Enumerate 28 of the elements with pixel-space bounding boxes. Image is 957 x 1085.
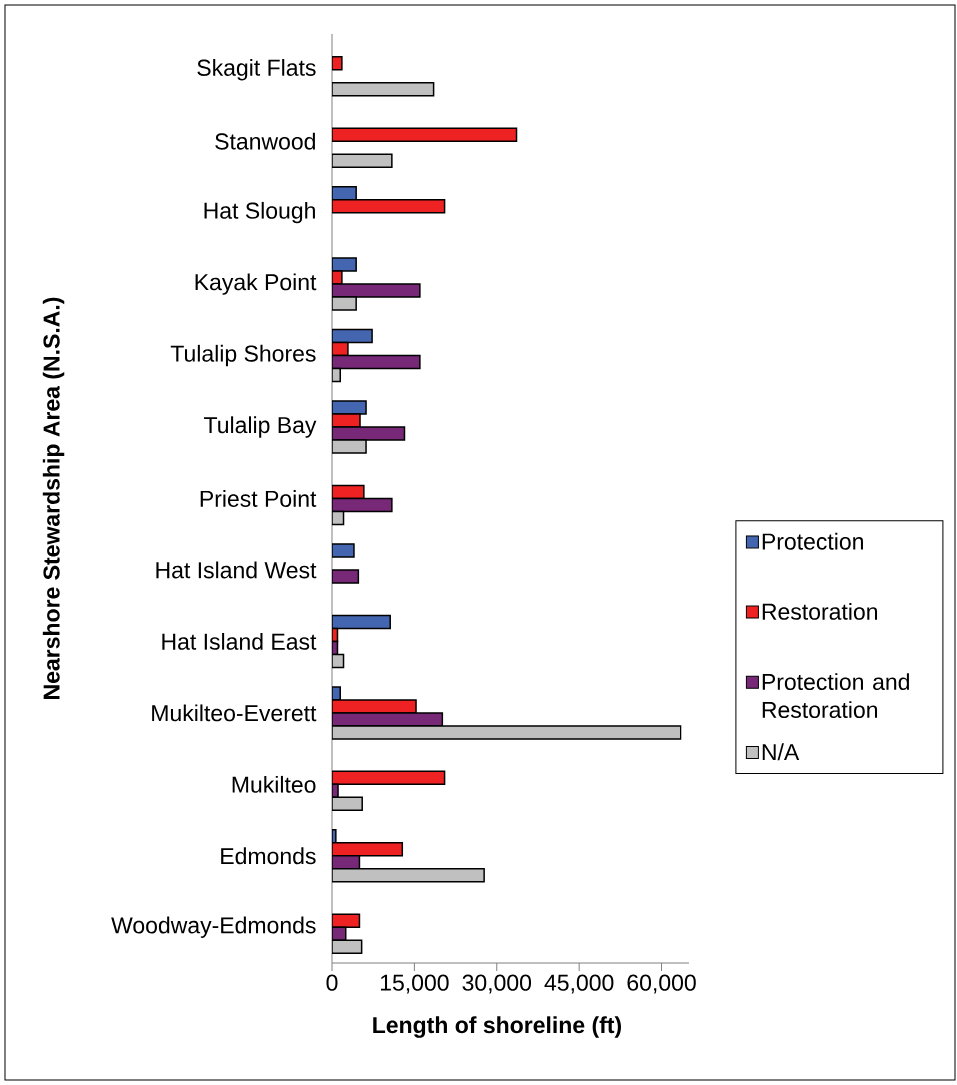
y-tick-label: Skagit Flats (197, 59, 316, 81)
x-axis-title: Length of shoreline (ft) (373, 1016, 621, 1038)
x-tick-label: 60,000 (627, 974, 696, 994)
y-tick-label: Kayak Point (195, 273, 317, 295)
legend-label: Protection (762, 532, 863, 550)
y-tick-label: Priest Point (200, 490, 317, 507)
x-tick-label: 30,000 (462, 974, 532, 994)
legend-label: N/A (762, 743, 800, 761)
bar (332, 770, 446, 786)
y-tick-label: Hat Island East (162, 632, 317, 650)
bar (332, 81, 435, 97)
y-tick-label: Mukilteo-Everett (152, 704, 317, 722)
x-tick-label: 0 (326, 974, 338, 991)
x-tick-label: 45,000 (544, 974, 614, 994)
y-tick-label: Tulalip Shores (170, 344, 316, 367)
legend-label: Restoration (762, 602, 878, 620)
bar (332, 354, 421, 370)
bar (332, 198, 446, 214)
y-tick-label: Woodway-Edmonds (111, 916, 316, 938)
x-tick-label: 15,000 (380, 974, 449, 994)
y-tick-label: Edmonds (221, 847, 316, 865)
legend-label: Protection and Restoration (762, 673, 909, 719)
y-axis-title: Nearshore Stewardship Area (N.S.A.) (42, 297, 65, 699)
y-tick-label: Hat Island West (156, 561, 317, 579)
y-tick-label: Mukilteo (232, 775, 316, 793)
y-tick-label: Stanwood (215, 132, 315, 150)
y-tick-label: Tulalip Bay (204, 416, 317, 438)
y-tick-label: Hat Slough (204, 201, 315, 224)
